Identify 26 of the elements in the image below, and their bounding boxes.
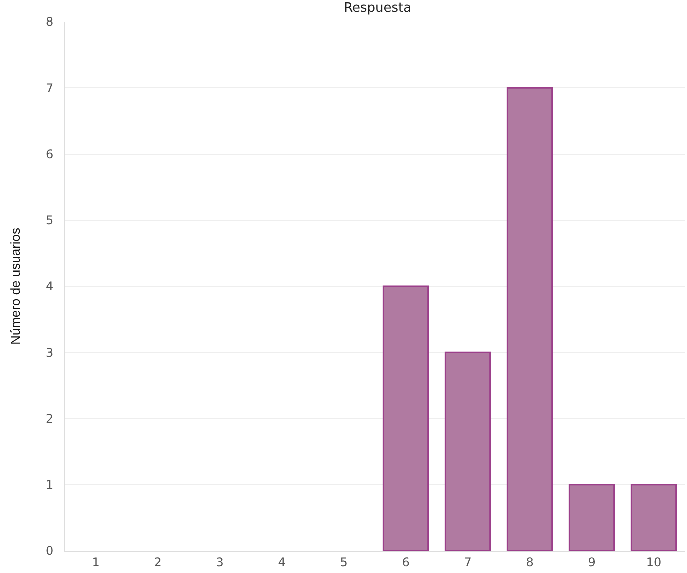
y-tick-label: 7 xyxy=(46,81,54,96)
bar xyxy=(444,352,492,551)
x-tick-label: 8 xyxy=(526,555,534,570)
x-tick-label: 10 xyxy=(646,555,662,570)
bar xyxy=(568,484,616,551)
x-tick-label: 5 xyxy=(340,555,348,570)
y-tick-label: 2 xyxy=(46,412,54,426)
x-tick-label: 7 xyxy=(464,555,472,570)
x-tick-label: 4 xyxy=(278,555,286,570)
x-tick-label: 3 xyxy=(216,555,224,570)
y-tick-label: 6 xyxy=(46,147,54,162)
y-tick-label: 3 xyxy=(46,346,54,360)
y-tick-label: 4 xyxy=(46,280,54,294)
y-axis-title: Número de usuarios xyxy=(8,227,23,346)
y-tick-label: 5 xyxy=(46,214,54,228)
bar xyxy=(630,484,678,551)
x-tick-label: 1 xyxy=(92,555,100,570)
x-tick-label: 6 xyxy=(402,555,410,570)
x-tick-label: 9 xyxy=(588,555,596,570)
chart-title: Respuesta xyxy=(344,0,412,16)
bar xyxy=(382,286,430,551)
y-tick-label: 1 xyxy=(46,478,54,492)
x-tick-label: 2 xyxy=(154,555,162,570)
y-tick-label: 0 xyxy=(46,544,54,558)
y-tick-label: 8 xyxy=(46,15,54,30)
bar xyxy=(506,87,554,551)
